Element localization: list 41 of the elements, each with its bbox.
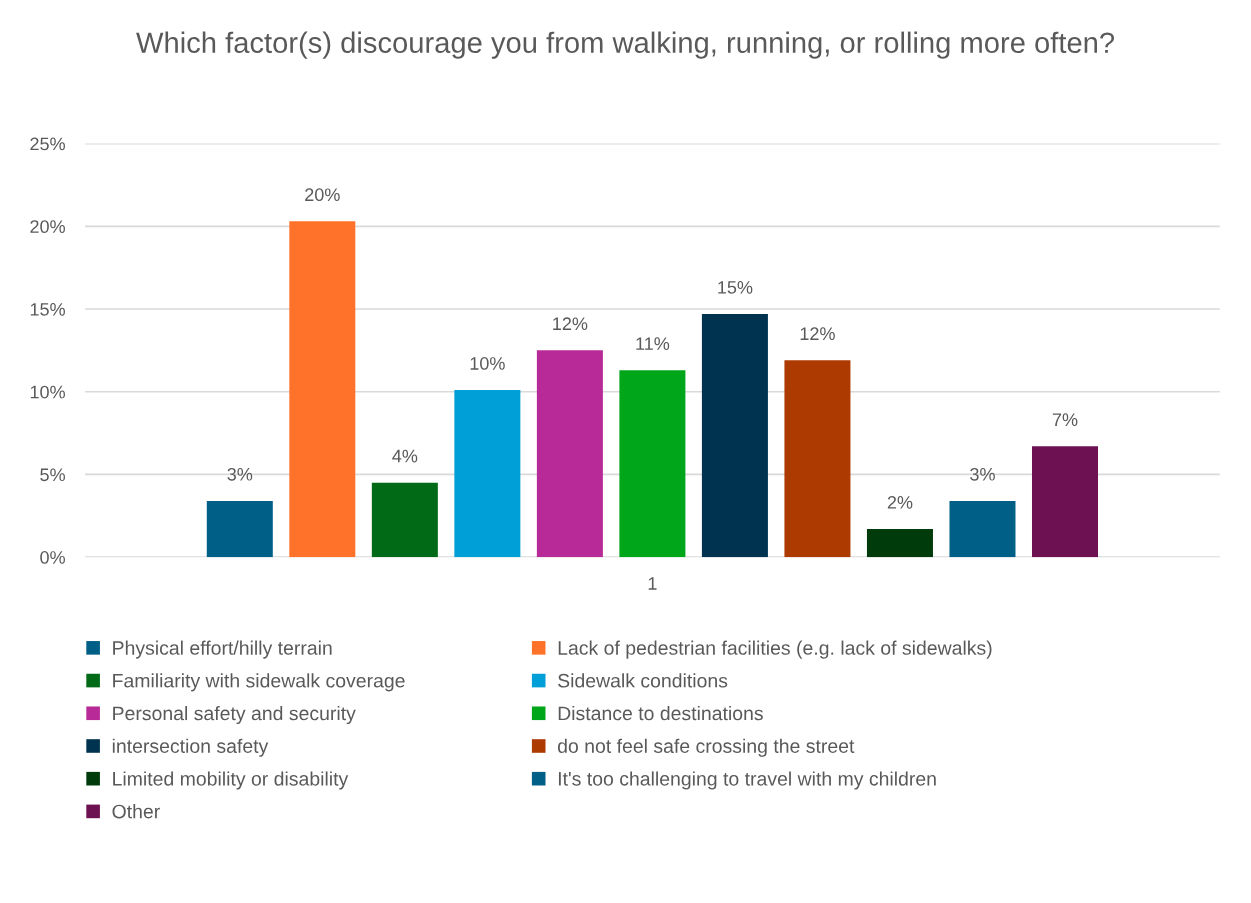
x-tick-label: 1 [648,577,657,590]
legend-label: Sidewalk conditions [558,673,728,688]
bar [289,221,356,558]
data-label: 20% [305,188,340,202]
legend-label: It's too challenging to travel with my children [558,771,936,790]
bar [1031,446,1099,558]
legend-label: Limited mobility or disability [113,771,349,790]
legend-label: Other [112,804,160,819]
y-tick-label: 15% [30,303,65,316]
bar [866,529,933,558]
y-tick-label: 0% [40,551,65,564]
chart-title: Which factor(s) discourage you from walking, running, or rolling more often? [136,31,1115,59]
legend-label: Familiarity with sidewalk coverage [113,673,405,692]
legend-label: intersection safety [112,738,269,757]
data-label: 15% [718,281,753,294]
legend-label: Distance to destinations [558,705,763,721]
data-label: 4% [392,449,418,463]
y-tick-label: 20% [30,220,65,234]
data-label: 7% [1052,413,1078,427]
y-tick-label: 10% [30,385,65,399]
bar [371,482,438,558]
y-tick-label: 5% [40,468,65,482]
data-label: 12% [800,327,835,340]
bar [536,350,603,558]
bar [949,500,1016,558]
data-label: 2% [887,496,913,509]
bar [454,390,521,558]
bar [619,370,686,558]
data-label: 12% [553,317,588,331]
data-label: 3% [970,467,995,481]
bar [206,500,273,558]
data-label: 3% [227,467,253,481]
data-label: 11% [636,337,670,350]
bar [701,313,768,558]
data-label: 10% [470,357,505,370]
legend-label: Physical effort/hilly terrain [113,640,332,659]
legend-label: Lack of pedestrian facilities (e.g. lack of sidewalks) [558,640,992,659]
bar [784,360,851,558]
y-tick-label: 25% [30,137,65,151]
legend-label: do not feel safe crossing the street [557,738,855,757]
legend-label: Personal safety and security [113,705,356,725]
